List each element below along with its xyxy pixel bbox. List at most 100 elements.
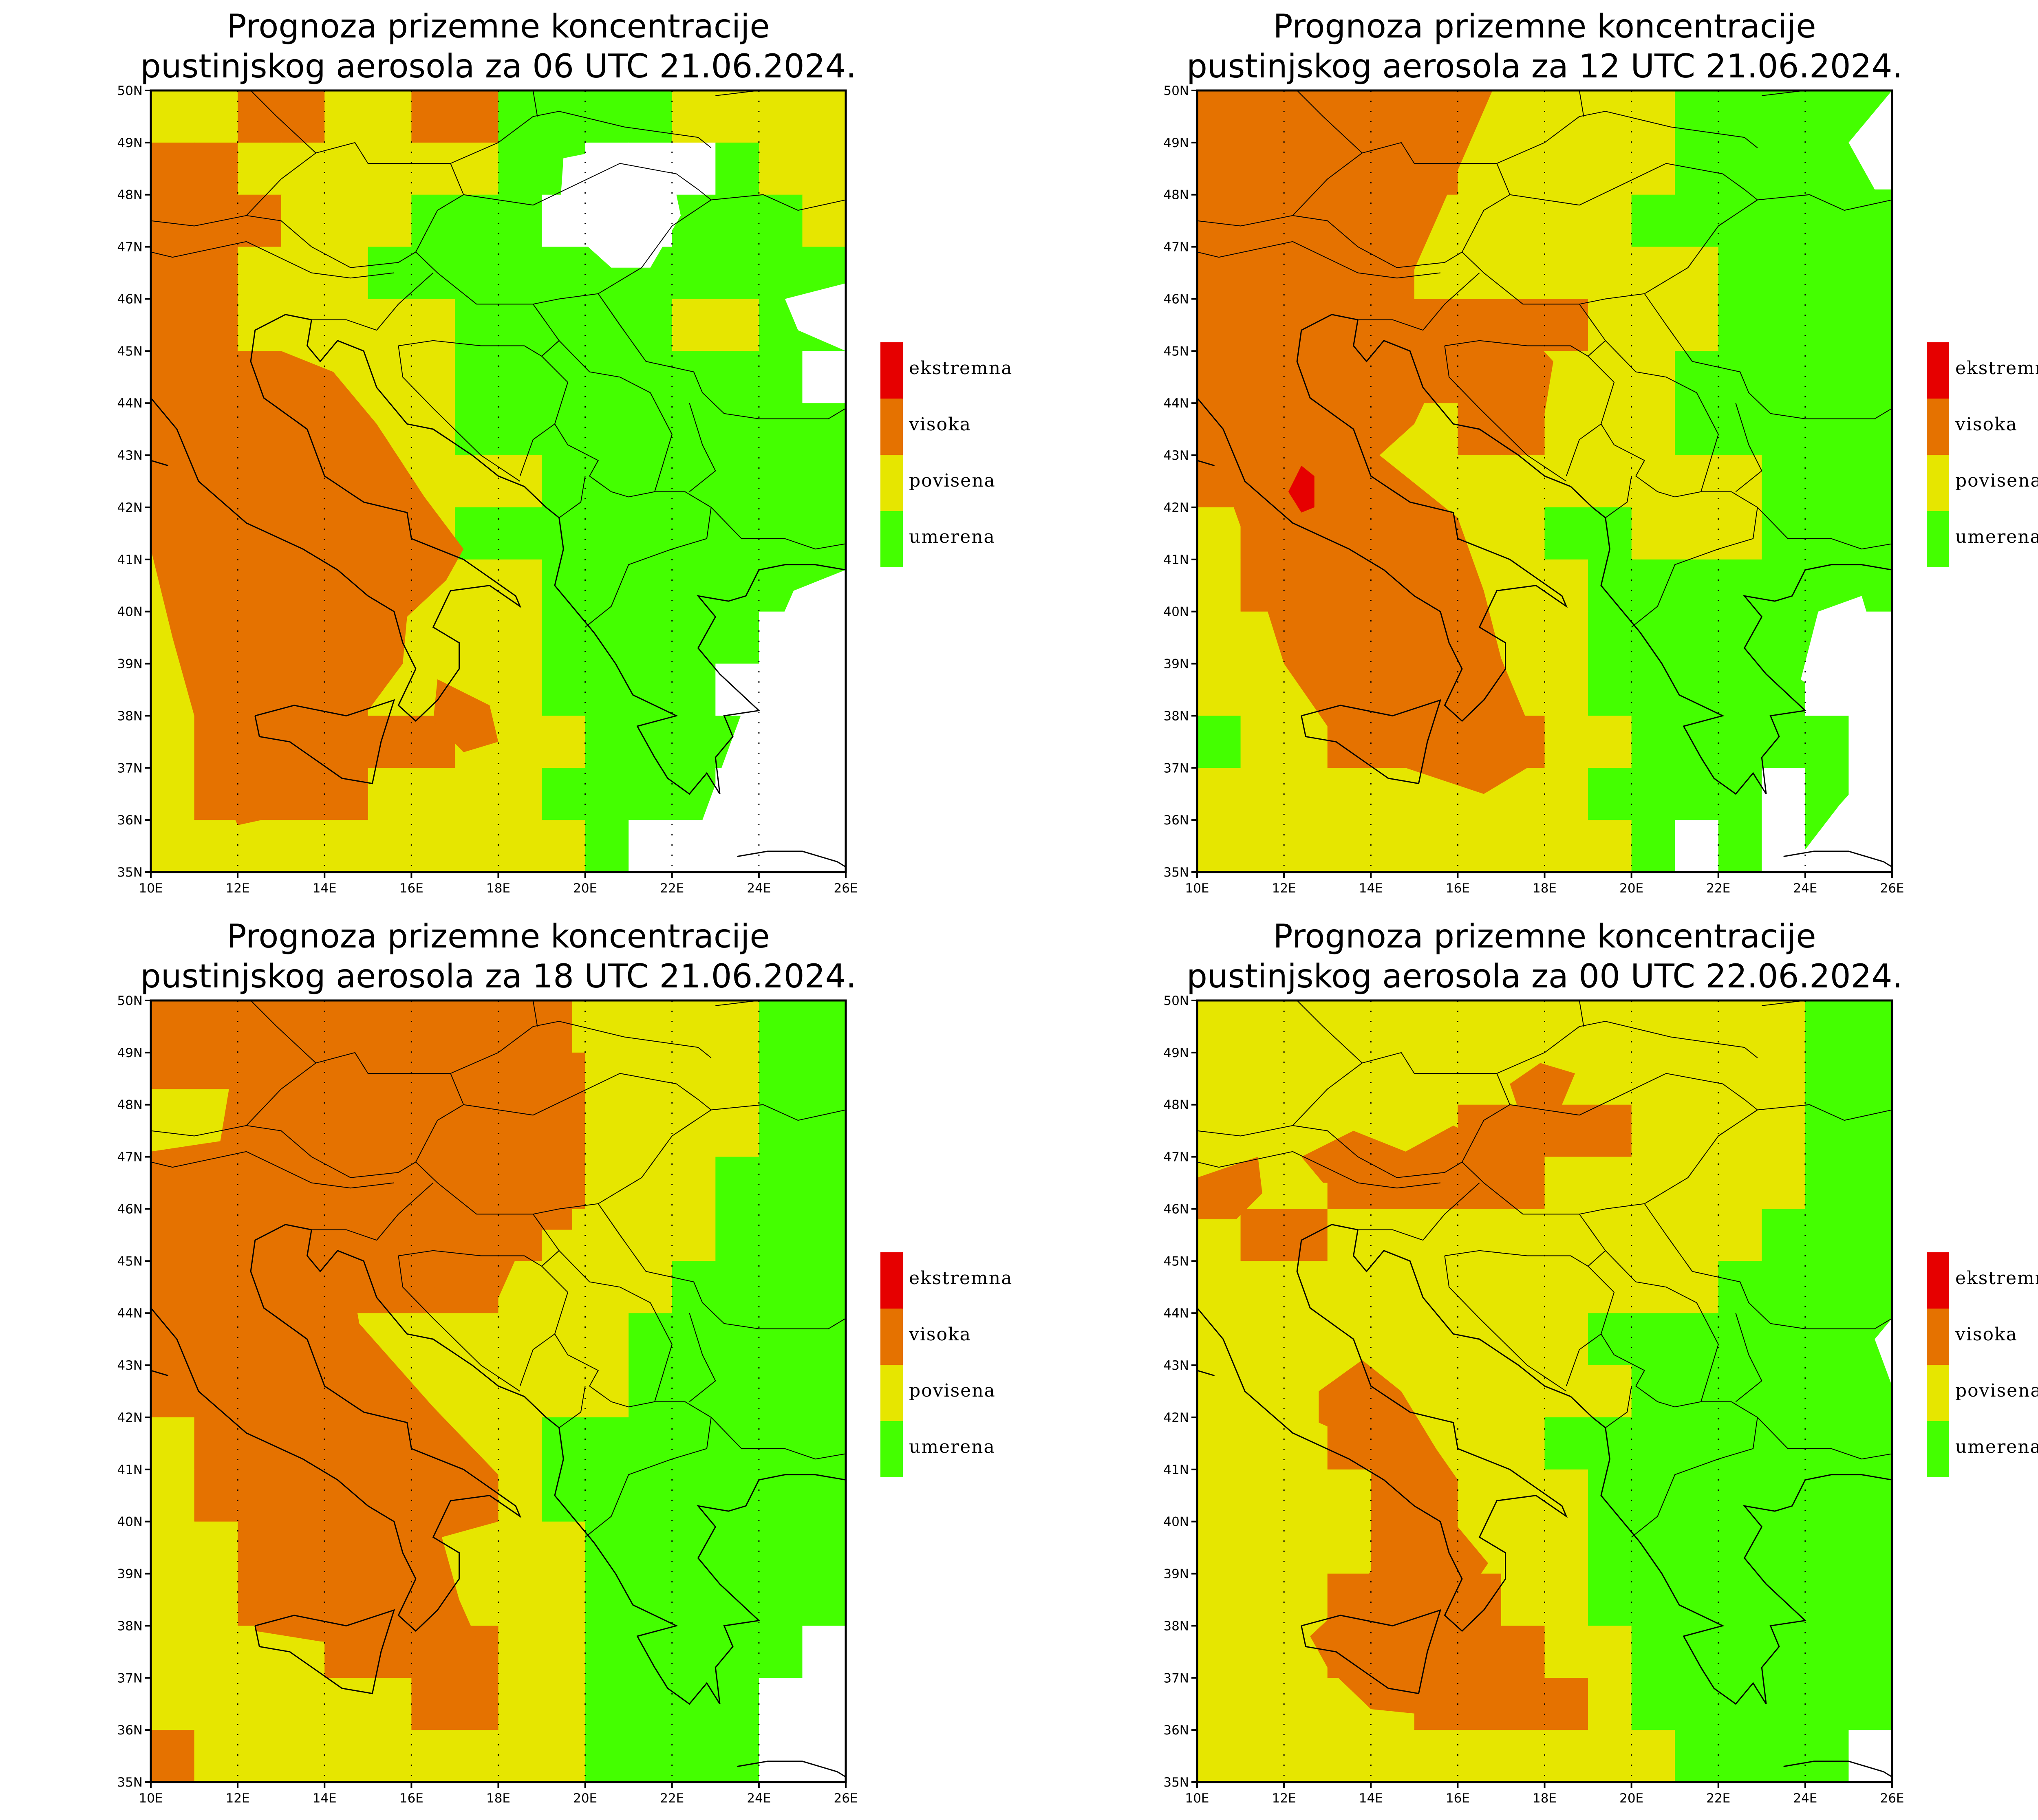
y-tick-label: 42N	[1163, 1410, 1189, 1425]
field-cell	[1544, 403, 1589, 456]
field-cell	[715, 1209, 759, 1262]
field-cell	[1762, 559, 1806, 612]
coastline	[254, 699, 395, 784]
field-cell	[281, 1678, 325, 1731]
field-cell	[629, 90, 673, 143]
country-border	[1605, 1250, 1719, 1402]
field-cell	[715, 559, 759, 612]
field-cell	[802, 142, 846, 195]
field-cell	[1631, 1626, 1676, 1679]
field-cell	[411, 768, 455, 821]
field-cell	[672, 1104, 716, 1157]
field-cell	[1848, 1678, 1892, 1731]
field-cell	[802, 1104, 846, 1157]
field-cell	[1414, 1313, 1458, 1366]
field-cell	[454, 559, 499, 612]
y-tick-label: 40N	[117, 1515, 143, 1529]
x-tick-label: 10E	[1185, 1791, 1209, 1806]
country-border	[1605, 476, 1632, 518]
field-cell	[1631, 716, 1676, 769]
y-tick-label: 37N	[1163, 1671, 1189, 1686]
field-cell	[151, 90, 195, 143]
field-cell	[151, 1573, 195, 1626]
country-border	[1445, 1250, 1588, 1267]
field-cell	[454, 247, 499, 300]
field-cell	[1675, 351, 1719, 404]
coastline	[1197, 314, 1568, 722]
field-cell	[1848, 1157, 1892, 1210]
y-tick-label: 40N	[1163, 1515, 1189, 1529]
field-cell	[368, 351, 412, 404]
field-cell	[629, 1313, 673, 1366]
field-cell	[498, 663, 543, 716]
field-cell	[1675, 1573, 1719, 1626]
field-cell	[1675, 455, 1719, 508]
field-cell	[1805, 403, 1849, 456]
y-tick-label: 42N	[117, 1410, 143, 1425]
field-cell	[1718, 194, 1762, 247]
field-cell	[1284, 1521, 1328, 1574]
field-cell	[1414, 1052, 1458, 1105]
concentration-field	[1197, 90, 1892, 872]
field-cell	[1544, 1521, 1589, 1574]
field-cell	[542, 455, 586, 508]
field-cell	[629, 1000, 673, 1053]
field-cell	[1675, 1469, 1719, 1522]
y-tick-label: 35N	[1163, 1775, 1189, 1790]
field-cell	[1327, 1209, 1372, 1262]
field-cell	[411, 351, 455, 404]
field-cell	[1240, 1209, 1285, 1262]
field-cell	[1371, 1730, 1415, 1782]
field-cell	[672, 1573, 716, 1626]
field-cell	[1544, 351, 1589, 404]
field-cell	[1675, 299, 1719, 352]
field-cell	[1197, 611, 1241, 664]
field-cell	[1848, 351, 1892, 404]
field-cell	[151, 716, 195, 769]
field-cell	[629, 1678, 673, 1731]
country-border	[710, 1417, 846, 1460]
field-cell	[1675, 403, 1719, 456]
field-cell	[672, 455, 716, 508]
field-cell	[585, 299, 629, 352]
field-cell	[629, 1469, 673, 1522]
field-cell	[1197, 1521, 1241, 1574]
field-cell	[629, 1573, 673, 1626]
field-cell	[324, 820, 368, 872]
y-tick-label: 41N	[117, 553, 143, 567]
field-blob-visoka	[1440, 299, 1553, 414]
field-cell	[715, 1626, 759, 1679]
field-cell	[759, 1521, 803, 1574]
field-cell	[1631, 1052, 1676, 1105]
field-cell	[368, 1678, 412, 1731]
field-cell	[498, 90, 543, 143]
y-tick-label: 38N	[1163, 709, 1189, 723]
field-cell	[411, 1678, 455, 1731]
field-cell	[672, 1469, 716, 1522]
legend-swatch-visoka	[1927, 1309, 1949, 1365]
field-cell	[368, 768, 412, 821]
field-cell	[498, 820, 543, 872]
field-cell	[672, 1730, 716, 1782]
field-cell	[1501, 142, 1545, 195]
field-cell	[1631, 1313, 1676, 1366]
field-cell	[498, 611, 543, 664]
field-cell	[585, 1365, 629, 1418]
field-cell	[629, 768, 673, 821]
field-cell	[672, 663, 716, 716]
y-tick-label: 39N	[1163, 657, 1189, 672]
field-cell	[1805, 194, 1849, 247]
field-cell	[1501, 1469, 1545, 1522]
field-cell	[1588, 455, 1632, 508]
field-cell	[324, 768, 368, 821]
field-cell	[411, 820, 455, 872]
field-cell	[585, 1261, 629, 1314]
field-cell	[629, 1365, 673, 1418]
field-cell	[715, 247, 759, 300]
field-cell	[1805, 1313, 1849, 1366]
field-cell	[585, 1157, 629, 1210]
field-cell	[1544, 1573, 1589, 1626]
field-cell	[411, 299, 455, 352]
field-cell	[1240, 1521, 1285, 1574]
field-cell	[759, 1313, 803, 1366]
